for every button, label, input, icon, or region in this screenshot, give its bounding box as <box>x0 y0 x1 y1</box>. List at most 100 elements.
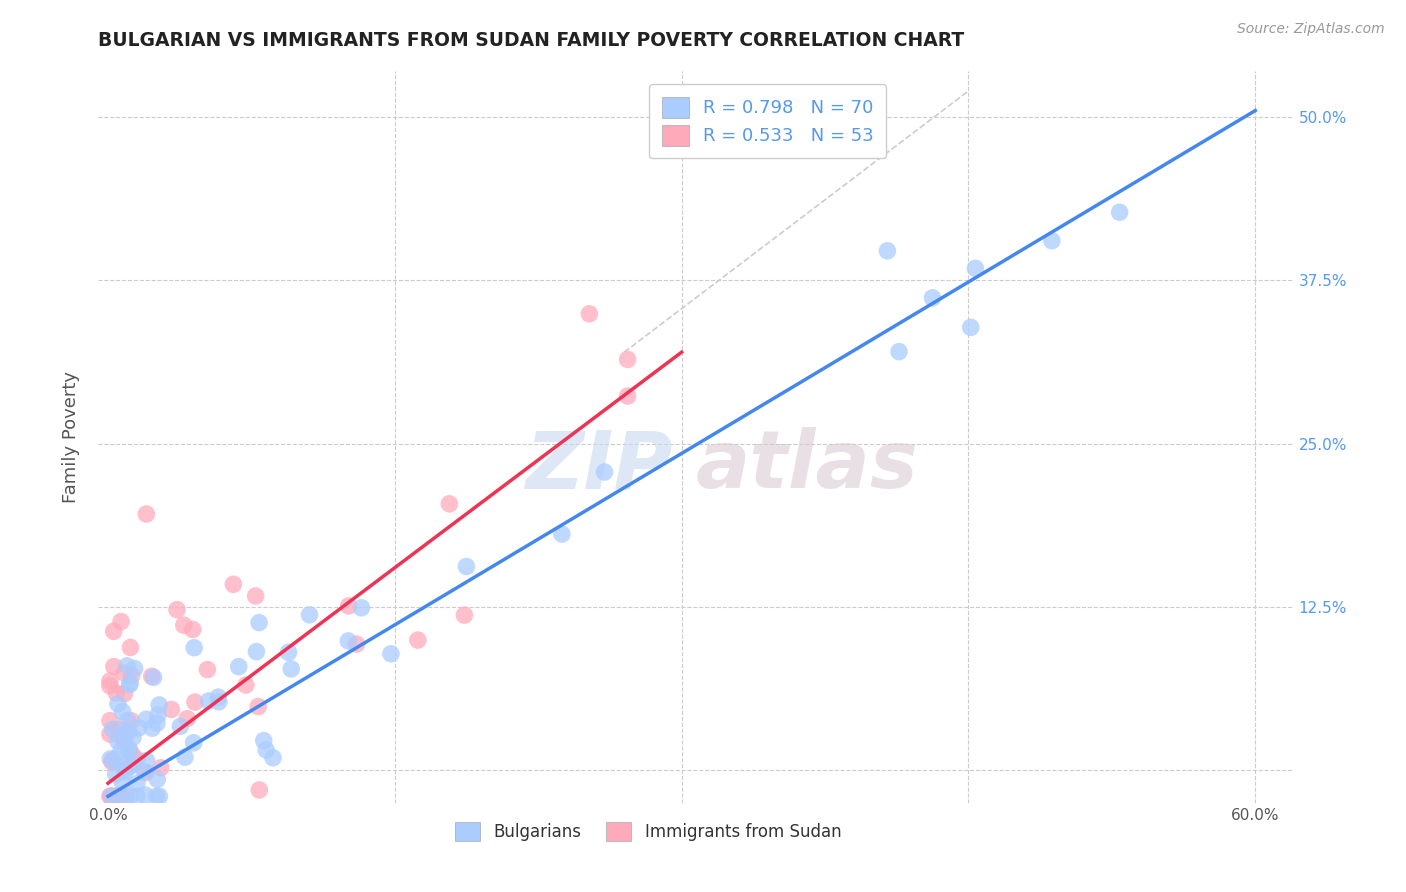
Point <box>114 687 136 701</box>
Point <box>134 788 156 802</box>
Point <box>965 261 987 276</box>
Point <box>1040 234 1063 248</box>
Point <box>222 577 245 591</box>
Point <box>98 789 121 804</box>
Point <box>439 497 461 511</box>
Point <box>124 662 146 676</box>
Point <box>195 663 218 677</box>
Point <box>107 789 129 804</box>
Point <box>101 754 124 768</box>
Point <box>169 719 191 733</box>
Point <box>100 789 122 804</box>
Point <box>148 698 170 712</box>
Point <box>174 750 197 764</box>
Point <box>120 714 142 728</box>
Point <box>141 669 163 683</box>
Point <box>107 789 129 804</box>
Point <box>110 789 132 804</box>
Point <box>146 716 169 731</box>
Point <box>346 637 368 651</box>
Point <box>112 665 135 680</box>
Point <box>115 789 138 804</box>
Point <box>118 741 141 756</box>
Text: Source: ZipAtlas.com: Source: ZipAtlas.com <box>1237 22 1385 37</box>
Point <box>128 721 150 735</box>
Point <box>146 772 169 787</box>
Text: ZIP: ZIP <box>524 427 672 506</box>
Point <box>135 765 157 780</box>
Point <box>245 645 267 659</box>
Point <box>111 705 134 719</box>
Point <box>208 695 231 709</box>
Point <box>228 659 250 673</box>
Point <box>98 727 121 741</box>
Point <box>298 607 321 622</box>
Point <box>247 783 270 797</box>
Point <box>197 694 219 708</box>
Point <box>247 615 270 630</box>
Point <box>101 723 124 737</box>
Point <box>122 756 145 771</box>
Point <box>121 669 143 683</box>
Point <box>160 702 183 716</box>
Point <box>551 527 574 541</box>
Point <box>100 789 122 804</box>
Point <box>107 697 129 711</box>
Point <box>98 679 121 693</box>
Point <box>380 647 402 661</box>
Point <box>616 389 638 403</box>
Point <box>115 658 138 673</box>
Point <box>456 559 478 574</box>
Point <box>337 599 360 613</box>
Point <box>118 789 141 804</box>
Point <box>181 623 204 637</box>
Text: atlas: atlas <box>696 427 918 506</box>
Point <box>105 789 128 804</box>
Point <box>254 743 277 757</box>
Point <box>173 618 195 632</box>
Point <box>108 789 131 804</box>
Y-axis label: Family Poverty: Family Poverty <box>62 371 80 503</box>
Point <box>120 676 142 690</box>
Point <box>245 589 267 603</box>
Point <box>207 690 229 705</box>
Point <box>112 734 135 748</box>
Point <box>117 724 139 739</box>
Point <box>135 712 157 726</box>
Point <box>103 659 125 673</box>
Point <box>118 760 141 774</box>
Point <box>118 677 141 691</box>
Point <box>120 640 142 655</box>
Point <box>337 634 360 648</box>
Point <box>100 789 122 804</box>
Point <box>135 507 157 521</box>
Point <box>122 730 145 744</box>
Point <box>98 752 121 766</box>
Point <box>184 695 207 709</box>
Point <box>350 600 373 615</box>
Point <box>876 244 898 258</box>
Point <box>921 291 943 305</box>
Point <box>142 670 165 684</box>
Point <box>125 776 148 790</box>
Point <box>247 699 270 714</box>
Point <box>183 736 205 750</box>
Text: BULGARIAN VS IMMIGRANTS FROM SUDAN FAMILY POVERTY CORRELATION CHART: BULGARIAN VS IMMIGRANTS FROM SUDAN FAMIL… <box>98 31 965 50</box>
Point <box>110 744 132 758</box>
Point <box>453 608 475 623</box>
Point <box>117 714 139 728</box>
Point <box>183 640 205 655</box>
Point <box>277 645 299 659</box>
Point <box>146 708 169 723</box>
Point <box>112 728 135 742</box>
Point <box>107 734 129 748</box>
Point <box>135 754 157 768</box>
Point <box>107 723 129 737</box>
Point <box>98 714 121 728</box>
Point <box>593 465 616 479</box>
Point <box>616 352 638 367</box>
Point <box>103 624 125 639</box>
Point <box>111 759 134 773</box>
Point <box>104 767 127 781</box>
Point <box>235 678 257 692</box>
